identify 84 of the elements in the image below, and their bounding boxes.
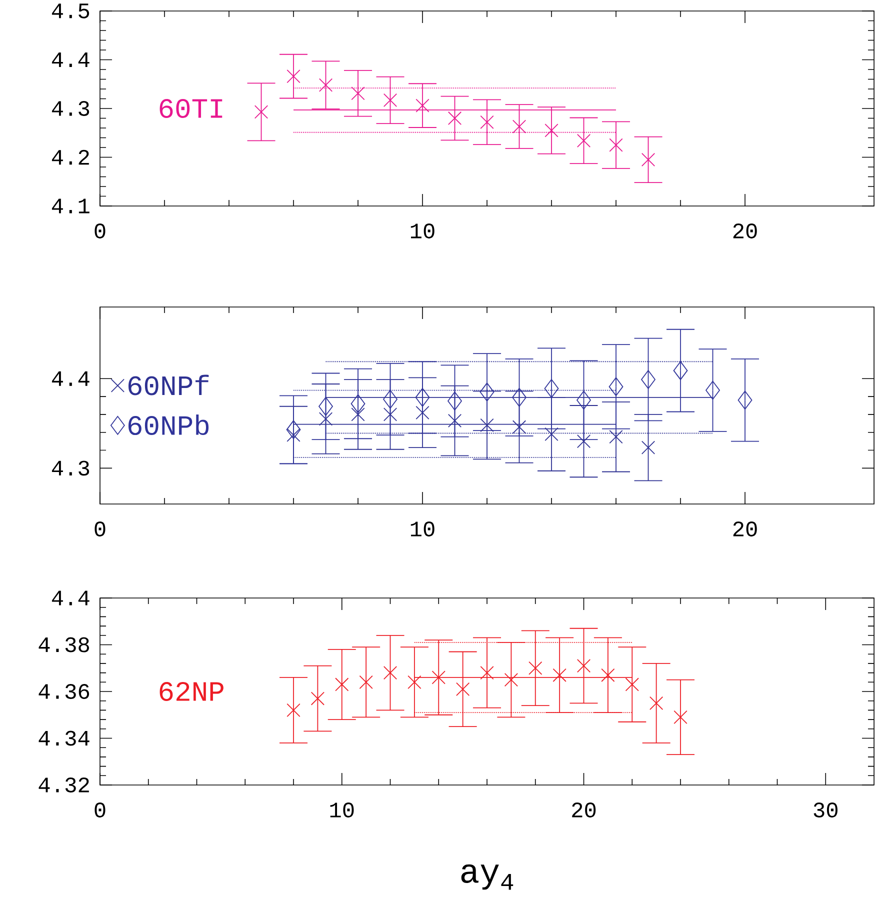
point bbox=[448, 111, 462, 126]
point bbox=[310, 692, 325, 706]
point bbox=[480, 382, 494, 402]
point bbox=[456, 682, 470, 696]
point bbox=[318, 396, 333, 416]
point bbox=[432, 670, 446, 684]
point bbox=[641, 152, 656, 166]
point bbox=[480, 115, 494, 129]
point bbox=[601, 668, 615, 682]
point bbox=[318, 412, 333, 426]
x-tick-label: 10 bbox=[330, 802, 354, 818]
y-tick-label: 4.3 bbox=[52, 460, 90, 476]
point bbox=[504, 672, 518, 687]
point bbox=[544, 124, 558, 138]
point bbox=[448, 414, 462, 428]
point bbox=[544, 427, 558, 441]
y-tick-label: 4.2 bbox=[52, 150, 89, 165]
point bbox=[512, 120, 526, 134]
point bbox=[641, 370, 656, 389]
point bbox=[608, 377, 624, 396]
x-tick-label: 10 bbox=[410, 522, 434, 536]
y-tick-label: 4.34 bbox=[38, 730, 90, 746]
point bbox=[480, 666, 494, 680]
legend-label: 60NPb bbox=[128, 414, 209, 436]
point bbox=[706, 380, 720, 400]
point bbox=[383, 666, 398, 680]
point bbox=[552, 668, 566, 682]
x-tick-label: 30 bbox=[814, 802, 838, 818]
y-tick-label: 4.1 bbox=[52, 198, 90, 214]
point bbox=[609, 430, 623, 444]
point bbox=[512, 420, 526, 434]
point bbox=[318, 78, 333, 92]
point bbox=[576, 390, 591, 410]
point bbox=[351, 86, 365, 100]
point bbox=[738, 390, 752, 410]
point bbox=[416, 406, 430, 420]
point bbox=[416, 98, 430, 112]
point bbox=[415, 388, 430, 407]
y-tick-label: 4.36 bbox=[38, 684, 90, 699]
x-axis-title: ay$_{4}$ bbox=[461, 864, 514, 890]
point bbox=[383, 390, 398, 409]
point bbox=[480, 418, 494, 432]
x-tick-label: 10 bbox=[410, 224, 434, 238]
y-tick-label: 4.4 bbox=[52, 590, 90, 606]
point bbox=[512, 388, 526, 407]
point bbox=[286, 70, 300, 84]
x-tick-label: 20 bbox=[733, 224, 757, 238]
point bbox=[350, 394, 366, 414]
point bbox=[335, 678, 349, 692]
point bbox=[609, 138, 623, 152]
y-tick-label: 4.4 bbox=[52, 371, 90, 386]
point bbox=[359, 675, 373, 689]
x-tick-label: 0 bbox=[94, 802, 106, 818]
point bbox=[576, 434, 591, 448]
point bbox=[351, 408, 365, 422]
point bbox=[641, 440, 656, 454]
y-tick-label: 4.38 bbox=[38, 637, 90, 652]
x-tick-label: 0 bbox=[94, 522, 106, 536]
point bbox=[544, 379, 559, 398]
point bbox=[408, 675, 422, 689]
point bbox=[650, 696, 664, 710]
legend-label: 60NPf bbox=[128, 374, 209, 396]
point bbox=[286, 420, 301, 440]
x-tick-label: 0 bbox=[94, 224, 106, 238]
point bbox=[448, 392, 462, 410]
point bbox=[286, 703, 300, 718]
point bbox=[528, 661, 542, 675]
y-tick-label: 4.32 bbox=[38, 778, 89, 792]
point bbox=[625, 678, 639, 692]
point bbox=[286, 428, 300, 442]
point bbox=[576, 134, 591, 148]
series-label: 60TI bbox=[160, 98, 222, 118]
point bbox=[383, 408, 398, 422]
y-tick-label: 4.4 bbox=[52, 52, 90, 67]
x-tick-label: 20 bbox=[572, 802, 596, 818]
y-tick-label: 4.5 bbox=[52, 4, 90, 18]
point bbox=[254, 105, 268, 119]
x-tick-label: 20 bbox=[733, 522, 757, 536]
y-tick-label: 4.3 bbox=[52, 101, 90, 116]
point bbox=[673, 361, 688, 380]
point bbox=[674, 710, 688, 724]
point bbox=[576, 658, 591, 673]
text: 62NP bbox=[160, 682, 224, 701]
point bbox=[383, 93, 398, 108]
